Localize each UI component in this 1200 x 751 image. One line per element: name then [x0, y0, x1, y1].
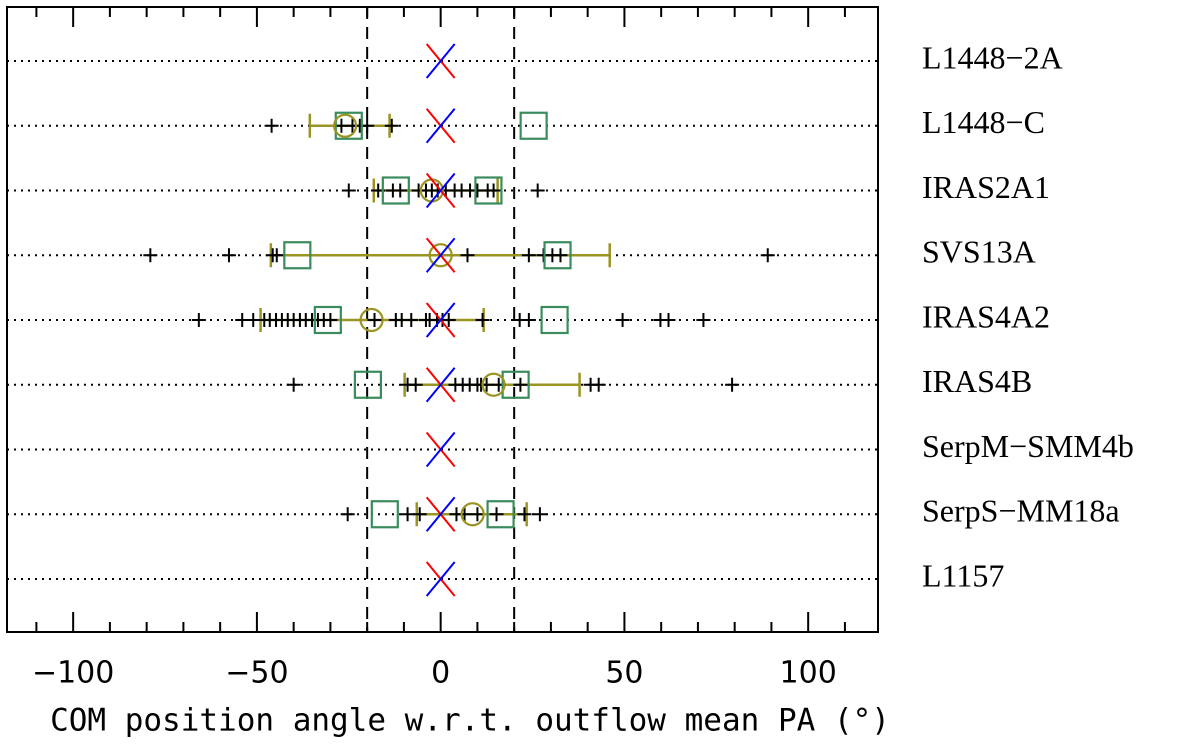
blue-x-marker: [425, 302, 456, 338]
cross-marker: [340, 507, 355, 522]
square-marker: [486, 500, 515, 529]
cross-marker: [367, 313, 382, 327]
cross-marker: [486, 183, 501, 198]
source-label: L1448−C: [922, 104, 1045, 140]
blue-x-marker: [425, 108, 456, 144]
cross-marker: [400, 507, 415, 522]
circle-marker: [460, 502, 485, 527]
cross-marker: [457, 507, 472, 522]
square-marker: [313, 305, 342, 335]
cross-marker: [553, 248, 568, 263]
square-marker: [370, 500, 399, 529]
circle-marker: [481, 372, 506, 397]
blue-x-marker: [425, 561, 456, 597]
source-label: IRAS2A1: [922, 169, 1050, 205]
cross-marker: [286, 377, 301, 392]
cross-marker: [696, 313, 711, 327]
cross-marker: [513, 377, 528, 392]
cross-marker: [341, 183, 356, 198]
cross-marker: [517, 507, 532, 522]
cross-marker: [489, 507, 504, 522]
cross-marker: [412, 507, 427, 522]
blue-x-marker: [425, 43, 456, 79]
cross-marker: [404, 313, 419, 327]
cross-marker: [269, 248, 284, 263]
source-label: SerpM−SMM4b: [922, 428, 1134, 464]
cross-marker: [441, 313, 456, 327]
blue-x-marker: [425, 496, 456, 532]
cross-marker: [221, 248, 236, 263]
blue-x-marker: [425, 367, 456, 403]
square-marker: [334, 111, 363, 140]
x-tick-label: 100: [780, 656, 837, 691]
circle-marker: [428, 243, 453, 268]
source-label: SVS13A: [922, 234, 1036, 270]
circle-marker: [359, 307, 384, 333]
square-marker: [519, 111, 548, 140]
blue-x-marker: [425, 431, 456, 468]
source-label: L1157: [922, 557, 1004, 593]
cross-marker: [323, 313, 338, 327]
cross-marker: [191, 313, 206, 327]
cross-marker: [470, 507, 485, 522]
cross-marker: [530, 183, 545, 198]
x-tick-label: 0: [431, 656, 450, 691]
cross-marker: [521, 313, 536, 327]
square-marker: [543, 241, 572, 270]
x-tick-label: 50: [605, 656, 643, 691]
square-marker: [474, 176, 503, 205]
cross-marker: [460, 248, 475, 263]
square-marker: [501, 370, 530, 399]
cross-marker: [591, 377, 606, 392]
source-label: SerpS−MM18a: [922, 493, 1120, 529]
square-marker: [353, 370, 382, 399]
source-label: IRAS4B: [922, 363, 1032, 399]
cross-marker: [384, 118, 399, 133]
blue-x-marker: [425, 172, 456, 209]
cross-marker: [408, 377, 423, 392]
source-label: L1448−2A: [922, 39, 1063, 75]
square-marker: [540, 305, 569, 335]
cross-marker: [615, 313, 630, 327]
cross-marker: [393, 183, 408, 198]
x-tick-label: −100: [32, 656, 114, 691]
cross-marker: [661, 313, 676, 327]
circle-marker: [333, 113, 358, 138]
square-marker: [283, 241, 312, 270]
x-axis-label: COM position angle w.r.t. outflow mean P…: [50, 703, 890, 739]
cross-marker: [521, 248, 536, 263]
cross-marker: [760, 248, 775, 263]
cross-marker: [532, 507, 547, 522]
cross-marker: [475, 313, 490, 327]
square-marker: [381, 176, 410, 205]
cross-marker: [143, 248, 158, 263]
cross-marker: [264, 118, 279, 133]
x-tick-label: −50: [225, 656, 288, 691]
blue-x-marker: [425, 237, 456, 273]
source-label: IRAS4A2: [922, 298, 1050, 334]
cross-marker: [725, 377, 740, 392]
